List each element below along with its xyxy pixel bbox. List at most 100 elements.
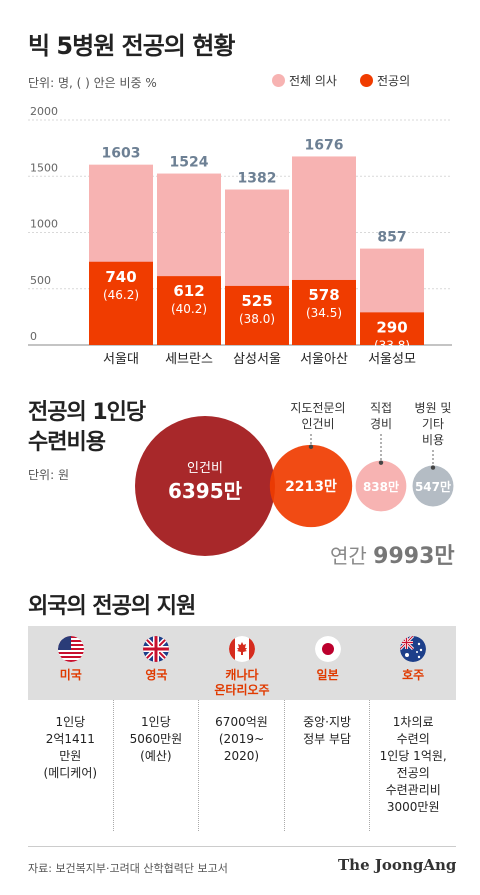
bubble-category-label: 직접 — [370, 401, 392, 415]
support-table: 미국 1인당 2억1411 만원 (메디케어) 영국 1인당 5060만원 (예… — [28, 626, 456, 831]
category-label: 서울성모 — [368, 352, 416, 367]
resident-value-label: 578 — [308, 286, 339, 304]
support-text: 1인당 2억1411 만원 (메디케어) — [43, 715, 98, 780]
resident-share-label: (34.5) — [306, 306, 342, 320]
country-body: 1인당 5060만원 (예산) — [114, 700, 200, 831]
resident-value-label: 612 — [173, 282, 204, 300]
bubble-category-label: 병원 및 — [415, 401, 452, 415]
bubble-category-label: 경비 — [370, 417, 392, 431]
resident-share-label: (38.0) — [239, 312, 275, 326]
support-text: 1차의료 수련의 1인당 1억원, 전공의 수련관리비 3000만원 — [379, 715, 447, 814]
legend-residents: 전공의 — [360, 72, 410, 89]
footer-divider — [28, 846, 456, 847]
cost-title-line-1: 전공의 1인당 — [28, 400, 146, 425]
cost-bubble — [355, 460, 407, 512]
resident-value-label: 290 — [376, 318, 407, 336]
bar-residents — [292, 279, 356, 345]
y-tick-label: 2000 — [30, 105, 58, 118]
legend-dot-total — [272, 74, 285, 87]
chart-title: 빅 5병원 전공의 현황 — [28, 32, 235, 60]
australia-flag-icon — [400, 636, 427, 662]
country-header: 미국 — [28, 626, 114, 700]
country-column-australia: 호주 1차의료 수련의 1인당 1억원, 전공의 수련관리비 3000만원 — [370, 626, 456, 831]
bubble-category-label: 기타 — [422, 417, 444, 431]
category-label: 서울대 — [103, 352, 139, 367]
country-name: 미국 — [59, 668, 82, 682]
leader-dot — [378, 460, 384, 465]
bar-residents — [225, 285, 289, 345]
cost-title-line-2: 수련비용 — [28, 430, 106, 455]
bar-residents — [89, 261, 153, 345]
category-label: 삼성서울 — [233, 352, 281, 367]
country-header: 캐나다 온타리오주 — [199, 626, 285, 700]
annual-prefix: 연간 — [330, 544, 374, 568]
chart-unit: 단위: 명, ( ) 안은 비중 % — [28, 76, 157, 90]
bubble-category-label: 인건비 — [187, 461, 223, 476]
total-value-label: 1603 — [102, 146, 141, 162]
country-header: 영국 — [113, 626, 200, 700]
leader-dot — [308, 444, 314, 450]
country-body: 1차의료 수련의 1인당 1억원, 전공의 수련관리비 3000만원 — [370, 700, 456, 831]
country-name: 일본 — [316, 668, 339, 682]
category-label: 서울아산 — [300, 352, 348, 367]
resident-value-label: 525 — [241, 292, 272, 310]
resident-share-label: (46.2) — [103, 288, 139, 302]
bubble-value-label: 6395만 — [168, 479, 243, 503]
leader-dot — [430, 465, 436, 470]
country-name: 영국 — [145, 668, 168, 682]
source-note: 자료: 보건복지부·고려대 산학협력단 보고서 — [28, 862, 228, 875]
cost-bubble — [135, 416, 275, 556]
y-tick-label: 1000 — [30, 218, 58, 231]
total-value-label: 1524 — [170, 155, 209, 171]
bubble-value-label: 2213만 — [285, 479, 337, 495]
legend-total-doctors: 전체 의사 — [272, 72, 337, 89]
legend-label-total: 전체 의사 — [289, 74, 337, 88]
country-name: 호주 — [402, 668, 425, 682]
country-header: 일본 — [284, 626, 371, 700]
canada-flag-icon — [228, 636, 255, 662]
total-value-label: 1382 — [238, 171, 277, 187]
legend-dot-residents — [360, 74, 373, 87]
brand-logo: The JoongAng — [338, 856, 457, 874]
country-column-uk: 영국 1인당 5060만원 (예산) — [113, 626, 200, 831]
annual-total: 연간 9993만 — [330, 538, 455, 570]
country-column-japan: 일본 중앙·지방 정부 부담 — [284, 626, 371, 831]
bubble-value-label: 838만 — [363, 479, 399, 494]
support-text: 6700억원 (2019~ 2020) — [215, 715, 268, 763]
us-flag-icon — [57, 636, 84, 662]
resident-value-label: 740 — [105, 268, 136, 286]
cost-bubble — [412, 465, 454, 507]
total-value-label: 857 — [377, 230, 406, 246]
bubble-category-label: 지도전문의 — [290, 401, 345, 415]
support-text: 1인당 5060만원 (예산) — [129, 715, 183, 763]
annual-value: 9993만 — [373, 544, 455, 569]
bubble-category-label: 인건비 — [301, 417, 334, 431]
resident-share-label: (33.8) — [374, 338, 410, 352]
country-body: 중앙·지방 정부 부담 — [285, 700, 371, 831]
y-tick-label: 1500 — [30, 161, 58, 174]
support-text: 중앙·지방 정부 부담 — [303, 715, 352, 746]
cost-unit: 단위: 원 — [28, 468, 69, 482]
country-header: 호주 — [370, 626, 456, 700]
country-column-canada: 캐나다 온타리오주 6700억원 (2019~ 2020) — [199, 626, 285, 831]
bubble-value-label: 547만 — [415, 479, 451, 494]
y-tick-label: 500 — [30, 274, 51, 287]
country-column-us: 미국 1인당 2억1411 만원 (메디케어) — [28, 626, 114, 831]
cost-bubble — [269, 444, 353, 528]
bubble-category-label: 비용 — [422, 433, 444, 447]
total-value-label: 1676 — [305, 137, 344, 153]
bar-chart: 0 500 1000 1500 2000 1603 740 (46.2) 서울대 1524 612 (… — [28, 105, 452, 367]
bar-residents — [360, 312, 424, 345]
bar-residents — [157, 276, 221, 345]
resident-share-label: (40.2) — [171, 302, 207, 316]
category-label: 세브란스 — [165, 352, 213, 367]
country-name: 캐나다 온타리오주 — [214, 668, 270, 697]
legend-label-residents: 전공의 — [377, 74, 411, 88]
y-tick-label: 0 — [30, 330, 37, 343]
cost-title: 전공의 1인당 수련비용 — [28, 398, 146, 458]
support-title: 외국의 전공의 지원 — [28, 594, 196, 619]
japan-flag-icon — [314, 636, 341, 662]
country-body: 1인당 2억1411 만원 (메디케어) — [28, 700, 114, 831]
country-body: 6700억원 (2019~ 2020) — [199, 700, 285, 831]
